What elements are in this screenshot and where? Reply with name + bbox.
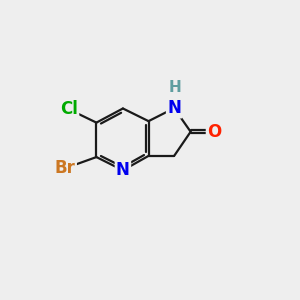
- Text: N: N: [116, 161, 130, 179]
- Text: H: H: [169, 80, 182, 95]
- Text: Cl: Cl: [60, 100, 78, 118]
- Text: O: O: [207, 123, 221, 141]
- Text: N: N: [167, 99, 181, 117]
- Text: Br: Br: [55, 159, 76, 177]
